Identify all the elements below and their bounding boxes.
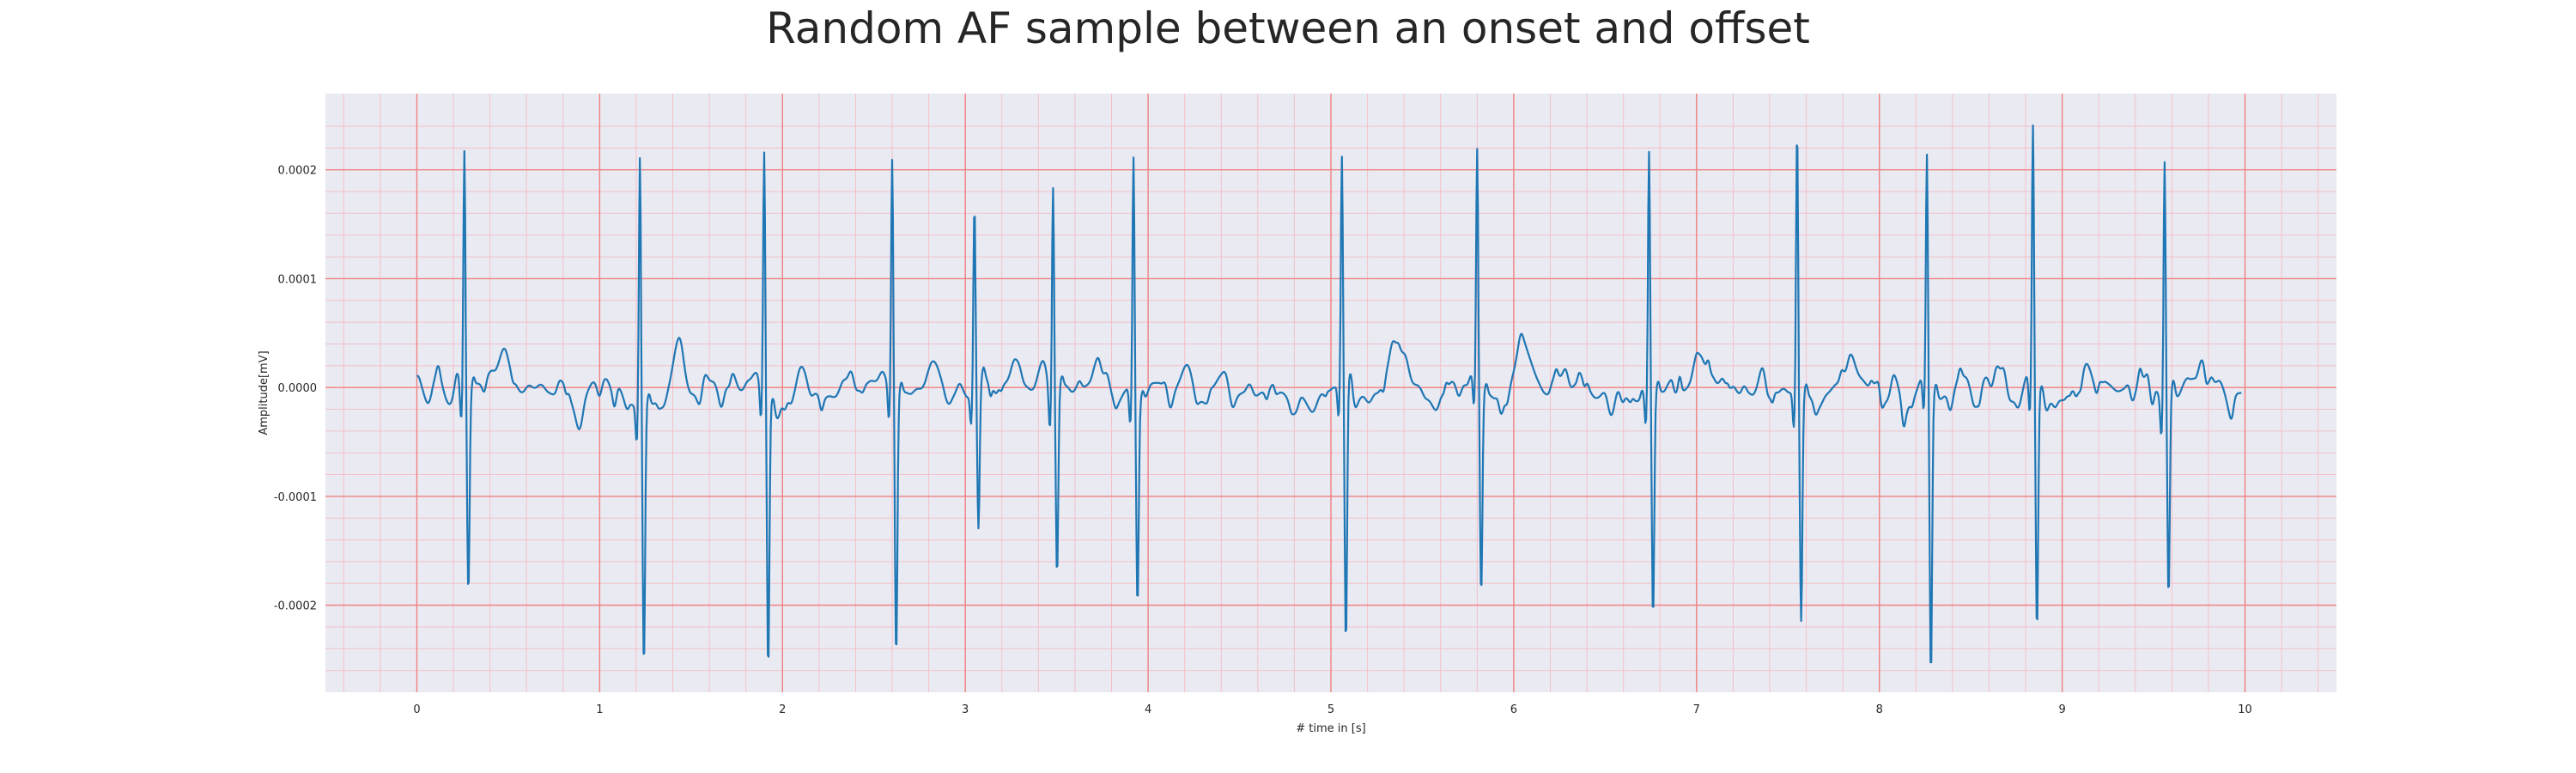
x-tick-label: 7: [1693, 703, 1700, 716]
x-tick-label: 4: [1145, 703, 1151, 716]
x-axis-label: # time in [s]: [1296, 722, 1365, 735]
chart-title: Random AF sample between an onset and of…: [766, 3, 1810, 53]
y-axis-label: Amplitude[mV]: [258, 350, 270, 435]
y-tick-label: 0.0000: [278, 382, 318, 395]
ecg-series-line: [416, 124, 2242, 664]
x-tick-label: 0: [413, 703, 420, 716]
y-tick-label: -0.0002: [274, 600, 317, 613]
x-tick-label: 8: [1876, 703, 1883, 716]
y-axis-ticks: -0.0002 -0.0001 0.0000 0.0001 0.0002: [274, 165, 317, 613]
y-tick-label: 0.0002: [278, 165, 318, 178]
y-tick-label: -0.0001: [274, 491, 317, 504]
x-tick-label: 2: [779, 703, 786, 716]
x-tick-label: 9: [2058, 703, 2065, 716]
x-tick-label: 10: [2238, 703, 2252, 716]
x-tick-label: 1: [596, 703, 603, 716]
x-tick-label: 5: [1327, 703, 1334, 716]
x-tick-label: 6: [1510, 703, 1517, 716]
x-tick-label: 3: [962, 703, 969, 716]
x-axis-ticks: 0 1 2 3 4 5 6 7 8 9 10: [413, 703, 2252, 716]
y-tick-label: 0.0001: [278, 273, 318, 286]
